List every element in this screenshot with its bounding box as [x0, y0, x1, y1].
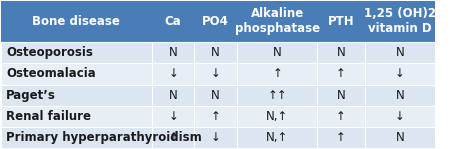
Bar: [152, 1, 194, 42]
Text: N: N: [211, 89, 220, 102]
Bar: [194, 127, 237, 148]
Text: N: N: [337, 46, 346, 59]
Bar: [0, 42, 152, 63]
Text: Bone disease: Bone disease: [32, 15, 120, 28]
Text: Paget’s: Paget’s: [6, 89, 56, 102]
Text: ↑: ↑: [336, 67, 346, 80]
Bar: [237, 106, 318, 127]
Text: ↓: ↓: [168, 67, 178, 80]
Text: ↓: ↓: [168, 110, 178, 123]
Bar: [152, 127, 194, 148]
Text: N: N: [396, 131, 404, 144]
Text: PTH: PTH: [328, 15, 354, 28]
Bar: [365, 1, 436, 42]
Text: ↑↑: ↑↑: [267, 89, 287, 102]
Bar: [237, 84, 318, 106]
Text: N: N: [396, 89, 404, 102]
Text: Ca: Ca: [165, 15, 182, 28]
Bar: [194, 106, 237, 127]
Text: N: N: [273, 46, 282, 59]
Text: ↑: ↑: [336, 131, 346, 144]
Text: ↑: ↑: [336, 110, 346, 123]
Bar: [365, 127, 436, 148]
Text: ↑: ↑: [272, 67, 282, 80]
Bar: [318, 42, 365, 63]
Bar: [237, 42, 318, 63]
Bar: [0, 1, 152, 42]
Text: 1,25 (OH)2
vitamin D: 1,25 (OH)2 vitamin D: [364, 7, 436, 35]
Bar: [237, 63, 318, 84]
Text: ↓: ↓: [211, 67, 221, 80]
Text: Alkaline
phosphatase: Alkaline phosphatase: [235, 7, 320, 35]
Text: ↓: ↓: [395, 110, 405, 123]
Bar: [318, 63, 365, 84]
Bar: [194, 42, 237, 63]
Bar: [365, 84, 436, 106]
Bar: [318, 84, 365, 106]
Bar: [194, 63, 237, 84]
Bar: [318, 1, 365, 42]
Text: PO4: PO4: [202, 15, 229, 28]
Bar: [194, 84, 237, 106]
Text: Osteomalacia: Osteomalacia: [6, 67, 96, 80]
Text: ↓: ↓: [211, 131, 221, 144]
Bar: [194, 1, 237, 42]
Text: ↑: ↑: [211, 110, 221, 123]
Bar: [0, 127, 152, 148]
Text: Osteoporosis: Osteoporosis: [6, 46, 93, 59]
Text: Primary hyperparathyroidism: Primary hyperparathyroidism: [6, 131, 202, 144]
Text: N: N: [337, 89, 346, 102]
Text: N,↑: N,↑: [266, 110, 288, 123]
Bar: [0, 63, 152, 84]
Bar: [152, 84, 194, 106]
Text: N: N: [169, 89, 178, 102]
Text: Renal failure: Renal failure: [6, 110, 91, 123]
Bar: [365, 42, 436, 63]
Text: N: N: [211, 46, 220, 59]
Text: N: N: [396, 46, 404, 59]
Bar: [365, 63, 436, 84]
Bar: [152, 63, 194, 84]
Text: N: N: [169, 46, 178, 59]
Bar: [365, 106, 436, 127]
Bar: [318, 127, 365, 148]
Bar: [152, 42, 194, 63]
Text: ↓: ↓: [395, 67, 405, 80]
Bar: [0, 84, 152, 106]
Bar: [152, 106, 194, 127]
Bar: [237, 127, 318, 148]
Text: ↑: ↑: [168, 131, 178, 144]
Bar: [0, 106, 152, 127]
Bar: [318, 106, 365, 127]
Text: N,↑: N,↑: [266, 131, 288, 144]
Bar: [237, 1, 318, 42]
